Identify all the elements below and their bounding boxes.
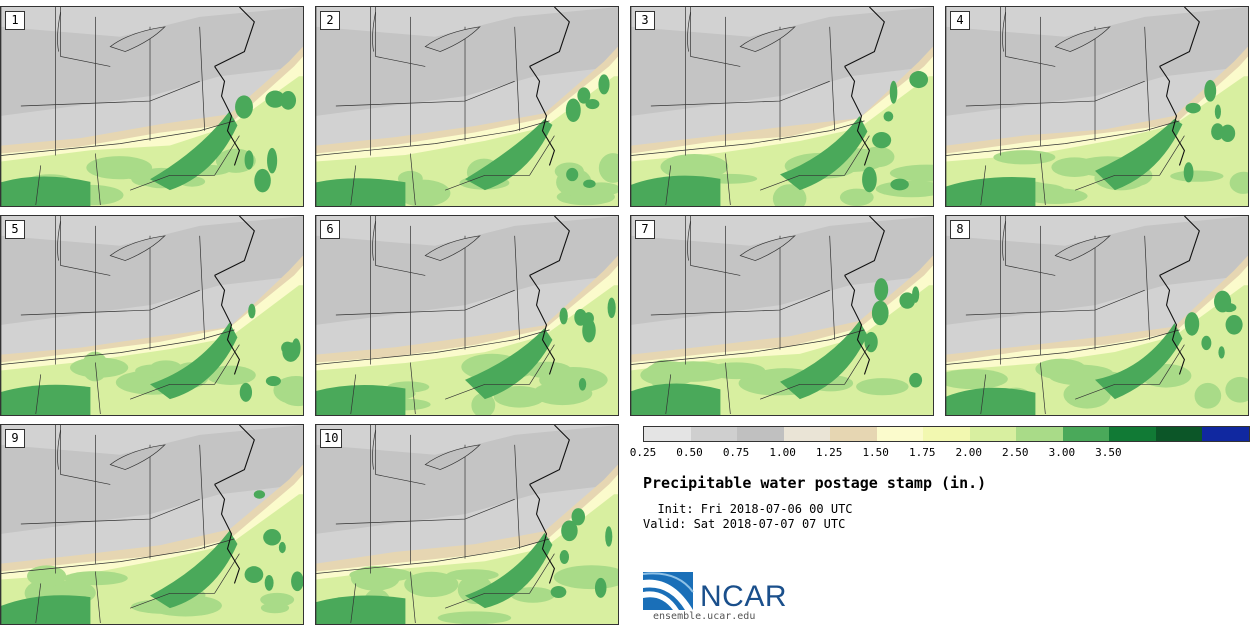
postage-stamp-map: 6	[315, 215, 619, 416]
postage-stamp-map: 5	[0, 215, 304, 416]
colorbar-tick-label: 1.00	[769, 446, 796, 459]
colorbar-segment	[1155, 427, 1203, 441]
colorbar-segment	[783, 427, 831, 441]
postage-stamp-map: 7	[630, 215, 934, 416]
stamp-member-label: 8	[950, 220, 970, 239]
colorbar-tick-label: 0.75	[722, 446, 750, 459]
colorbar-segment	[830, 427, 877, 441]
colorbar-segment	[644, 427, 691, 441]
colorbar-tick-label: 2.50	[1002, 446, 1029, 459]
postage-stamp-map: 10	[315, 424, 619, 625]
stamp-member-label: 1	[5, 11, 25, 30]
colorbar-tick-label: 2.00	[955, 446, 983, 459]
colorbar-segment	[1016, 427, 1063, 441]
stamp-member-label: 7	[635, 220, 655, 239]
ncar-logo-icon	[643, 572, 694, 610]
colorbar-tick-label: 1.75	[908, 446, 936, 459]
stamp-member-label: 3	[635, 11, 655, 30]
colorbar-tick-label: 1.50	[862, 446, 889, 459]
colorbar	[643, 426, 1250, 442]
colorbar-segment	[876, 427, 924, 441]
colorbar-segment	[737, 427, 784, 441]
ncar-logo-text: NCAR	[700, 580, 788, 613]
colorbar-segment	[1062, 427, 1110, 441]
colorbar-tick-label: 0.50	[676, 446, 703, 459]
stamp-member-label: 6	[320, 220, 340, 239]
colorbar-segment	[690, 427, 738, 441]
postage-stamp-map: 8	[945, 215, 1249, 416]
site-url: ensemble.ucar.edu	[653, 611, 756, 622]
colorbar-tick-label: 0.25	[629, 446, 657, 459]
stamp-member-label: 4	[950, 11, 970, 30]
postage-stamp-map: 3	[630, 6, 934, 207]
chart-title: Precipitable water postage stamp (in.)	[643, 474, 987, 492]
colorbar-tick-label: 3.00	[1048, 446, 1076, 459]
colorbar-segment	[969, 427, 1017, 441]
stamp-member-label: 2	[320, 11, 340, 30]
colorbar-segment	[1109, 427, 1156, 441]
valid-time: Valid: Sat 2018-07-07 07 UTC	[643, 517, 846, 531]
colorbar-segment	[1202, 427, 1249, 441]
colorbar-tick-label: 1.25	[815, 446, 843, 459]
colorbar-tick-label: 3.50	[1095, 446, 1122, 459]
stamp-member-label: 10	[320, 429, 343, 448]
colorbar-segment	[923, 427, 970, 441]
stamp-member-label: 9	[5, 429, 25, 448]
postage-stamp-map: 1	[0, 6, 304, 207]
postage-stamp-map: 4	[945, 6, 1249, 207]
postage-stamp-map: 9	[0, 424, 304, 625]
init-time: Init: Fri 2018-07-06 00 UTC	[643, 502, 853, 516]
postage-stamp-map: 2	[315, 6, 619, 207]
stamp-member-label: 5	[5, 220, 25, 239]
